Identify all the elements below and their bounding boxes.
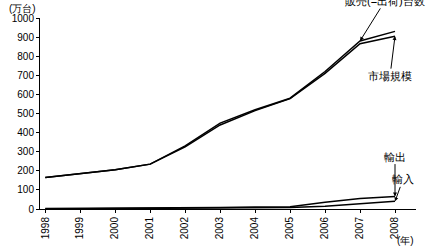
svg-text:600: 600 xyxy=(17,89,34,100)
svg-text:0: 0 xyxy=(28,204,34,215)
svg-text:1998: 1998 xyxy=(40,217,51,240)
svg-text:700: 700 xyxy=(17,70,34,81)
svg-text:(年): (年) xyxy=(397,235,414,246)
svg-text:2008: 2008 xyxy=(389,217,400,240)
svg-text:2001: 2001 xyxy=(144,217,155,240)
svg-text:800: 800 xyxy=(17,51,34,62)
svg-text:2004: 2004 xyxy=(249,217,260,240)
svg-text:100: 100 xyxy=(17,184,34,195)
svg-text:輸出: 輸出 xyxy=(384,151,406,163)
svg-text:2002: 2002 xyxy=(179,217,190,240)
svg-text:2003: 2003 xyxy=(214,217,225,240)
svg-text:(万台): (万台) xyxy=(9,3,36,14)
svg-text:500: 500 xyxy=(17,108,34,119)
svg-text:400: 400 xyxy=(17,127,34,138)
svg-text:2000: 2000 xyxy=(109,217,120,240)
svg-text:1000: 1000 xyxy=(12,13,35,24)
svg-text:輸入: 輸入 xyxy=(392,173,414,185)
svg-text:200: 200 xyxy=(17,165,34,176)
svg-text:1999: 1999 xyxy=(74,217,85,240)
svg-text:900: 900 xyxy=(17,32,34,43)
svg-text:2005: 2005 xyxy=(284,217,295,240)
svg-text:販売(=出荷)台数: 販売(=出荷)台数 xyxy=(345,0,425,7)
svg-text:市場規模: 市場規模 xyxy=(368,70,412,82)
svg-text:2007: 2007 xyxy=(354,217,365,240)
svg-text:2006: 2006 xyxy=(319,217,330,240)
svg-text:300: 300 xyxy=(17,146,34,157)
